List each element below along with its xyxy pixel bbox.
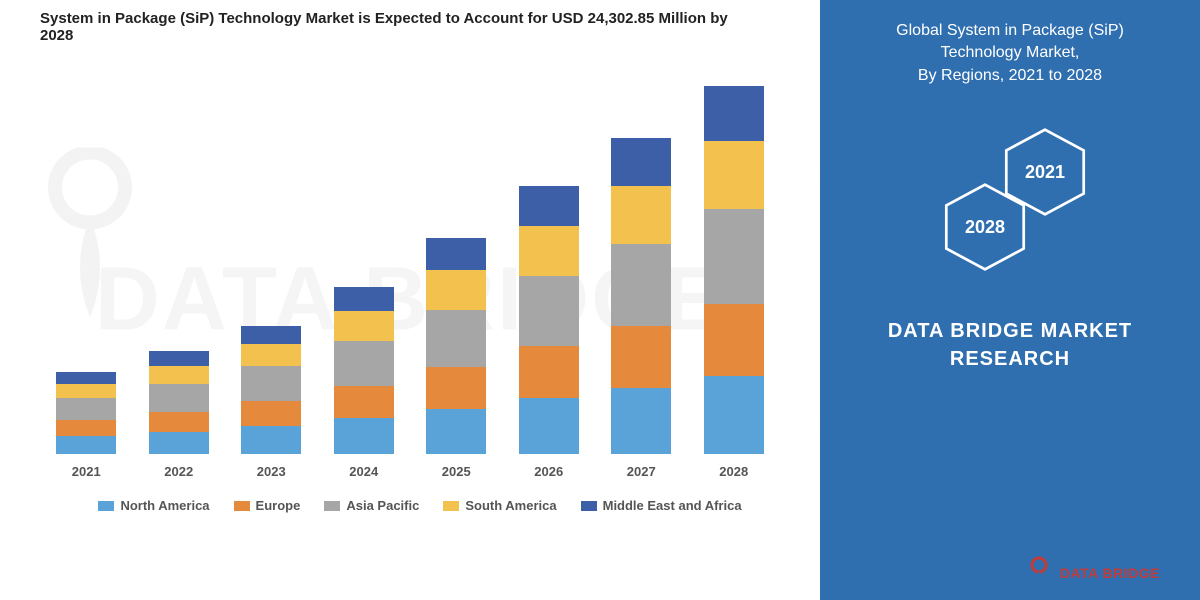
bar-segment: [241, 344, 301, 366]
bar-segment: [56, 398, 116, 420]
chart-title: System in Package (SiP) Technology Marke…: [40, 10, 800, 44]
right-title-line1: Global System in Package (SiP): [850, 20, 1170, 42]
footer-logo-text: DATA BRIDGE: [1060, 565, 1160, 581]
chart-plot: 2021 2022 2023 2024 2025 2026 2027 2028: [40, 54, 780, 484]
bar-segment: [704, 376, 764, 454]
legend-label: Europe: [256, 498, 301, 513]
x-tick-label: 2023: [257, 464, 286, 479]
bar-segment: [704, 141, 764, 209]
bar-segment: [426, 310, 486, 367]
bar-segment: [56, 372, 116, 384]
legend-label: Asia Pacific: [346, 498, 419, 513]
bar-group: [519, 186, 579, 454]
footer-logo: DATA BRIDGE: [1026, 556, 1160, 590]
bar-segment: [611, 388, 671, 454]
bar-segment: [611, 186, 671, 244]
x-tick-label: 2027: [627, 464, 656, 479]
bar-group: [56, 372, 116, 454]
bar-segment: [241, 426, 301, 454]
bar-segment: [334, 287, 394, 311]
bar-segment: [611, 138, 671, 186]
legend-label: North America: [120, 498, 209, 513]
bar-segment: [56, 420, 116, 436]
bar-segment: [704, 304, 764, 376]
right-title-line2: Technology Market,: [850, 42, 1170, 64]
brand-name: DATA BRIDGE MARKET RESEARCH: [850, 317, 1170, 373]
bar-segment: [56, 436, 116, 454]
bar-group: [241, 326, 301, 454]
bar-segment: [704, 209, 764, 304]
bar-segment: [149, 351, 209, 366]
bar-segment: [334, 341, 394, 386]
bar-segment: [149, 432, 209, 454]
bar-segment: [611, 244, 671, 326]
x-tick-label: 2028: [719, 464, 748, 479]
legend-swatch: [234, 501, 250, 511]
root-container: DATA BRIDGE System in Package (SiP) Tech…: [0, 0, 1200, 600]
bar-segment: [334, 311, 394, 341]
bar-segment: [519, 346, 579, 398]
x-tick-label: 2024: [349, 464, 378, 479]
x-tick-label: 2026: [534, 464, 563, 479]
legend-label: South America: [465, 498, 556, 513]
bar-group: [334, 287, 394, 454]
legend-item: North America: [98, 498, 209, 513]
bar-segment: [426, 367, 486, 409]
bar-group: [611, 138, 671, 454]
hex-badge-group: 2021 2028: [850, 117, 1170, 297]
bar-segment: [426, 409, 486, 454]
bar-segment: [56, 384, 116, 398]
bar-segment: [149, 412, 209, 432]
bar-segment: [241, 401, 301, 426]
footer-logo-icon: [1026, 556, 1052, 590]
legend-swatch: [581, 501, 597, 511]
x-tick-label: 2022: [164, 464, 193, 479]
legend-item: Middle East and Africa: [581, 498, 742, 513]
brand-line2: RESEARCH: [850, 345, 1170, 373]
x-tick-label: 2025: [442, 464, 471, 479]
bar-group: [149, 351, 209, 454]
bar-segment: [519, 186, 579, 226]
bar-segment: [241, 366, 301, 401]
hex-back-label: 2021: [1025, 162, 1065, 183]
x-axis-labels: 2021 2022 2023 2024 2025 2026 2027 2028: [40, 458, 780, 484]
x-tick-label: 2021: [72, 464, 101, 479]
bar-segment: [519, 398, 579, 454]
bar-segment: [149, 384, 209, 412]
bars-row: [40, 54, 780, 454]
bar-segment: [519, 226, 579, 276]
bar-group: [426, 238, 486, 454]
legend-item: South America: [443, 498, 556, 513]
bar-group: [704, 86, 764, 454]
bar-segment: [334, 386, 394, 418]
bar-segment: [704, 86, 764, 141]
legend-label: Middle East and Africa: [603, 498, 742, 513]
bar-segment: [611, 326, 671, 388]
bar-segment: [149, 366, 209, 384]
chart-legend: North America Europe Asia Pacific South Ame…: [40, 498, 800, 513]
legend-swatch: [443, 501, 459, 511]
legend-swatch: [324, 501, 340, 511]
legend-item: Europe: [234, 498, 301, 513]
bar-segment: [426, 270, 486, 310]
hex-badge-front: 2028: [940, 182, 1030, 272]
legend-swatch: [98, 501, 114, 511]
hex-front-label: 2028: [965, 217, 1005, 238]
right-title-line3: By Regions, 2021 to 2028: [850, 65, 1170, 87]
right-panel: Global System in Package (SiP) Technolog…: [820, 0, 1200, 600]
legend-item: Asia Pacific: [324, 498, 419, 513]
bar-segment: [519, 276, 579, 346]
bar-segment: [241, 326, 301, 344]
chart-area: DATA BRIDGE System in Package (SiP) Tech…: [0, 0, 820, 600]
right-panel-title: Global System in Package (SiP) Technolog…: [850, 20, 1170, 87]
brand-line1: DATA BRIDGE MARKET: [850, 317, 1170, 345]
bar-segment: [334, 418, 394, 454]
bar-segment: [426, 238, 486, 270]
